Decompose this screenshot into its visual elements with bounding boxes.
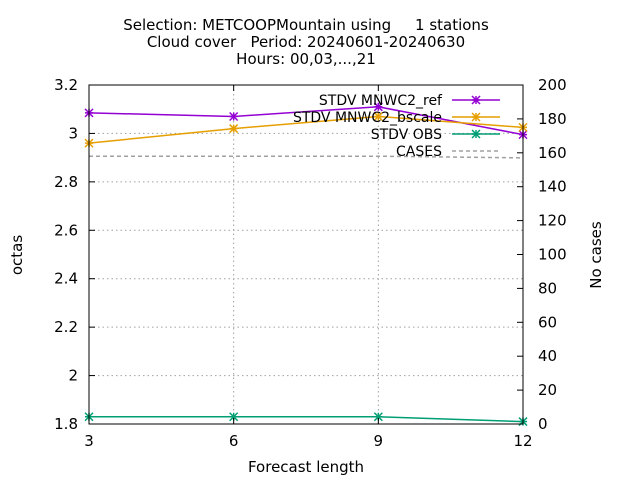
y-tick-label: 2 [68, 367, 78, 385]
y-tick-label: 3 [68, 124, 78, 142]
legend-label: STDV MNWC2_bscale [293, 110, 442, 126]
y-tick-label: 3.2 [54, 76, 78, 94]
y-tick-label: 2.2 [54, 318, 78, 336]
y-tick-label: 2.8 [54, 173, 78, 191]
x-axis-label: Forecast length [248, 458, 364, 476]
series-line [89, 415, 524, 423]
data-point [229, 124, 239, 134]
legend-label: STDV OBS [371, 127, 442, 143]
data-point [373, 102, 383, 112]
y2-tick-label: 180 [538, 110, 567, 128]
marker-stroke [373, 102, 383, 112]
y2-tick-label: 40 [538, 347, 557, 365]
series-line [88, 106, 524, 136]
x-tick-label: 3 [84, 432, 94, 450]
x-tick-label: 9 [374, 432, 384, 450]
data-point [373, 111, 383, 122]
legend-label: STDV MNWC2_ref [319, 93, 443, 109]
data-point [471, 112, 481, 122]
y-tick-label: 2.4 [54, 270, 78, 288]
marker-stroke [373, 111, 383, 122]
data-point [471, 129, 481, 139]
y2-tick-label: 0 [538, 415, 548, 433]
series-line [88, 115, 524, 144]
marker-stroke [471, 129, 481, 139]
y2-tick-label: 140 [538, 178, 567, 196]
y2-tick-label: 80 [538, 279, 557, 297]
marker-stroke [229, 111, 239, 122]
series-layer [84, 102, 528, 427]
marker-stroke [471, 95, 481, 105]
marker-stroke [229, 124, 239, 134]
grid [89, 85, 523, 424]
y2-tick-label: 60 [538, 313, 557, 331]
y2-tick-label: 100 [538, 246, 567, 264]
y-tick-label: 2.6 [54, 221, 78, 239]
y-axis-label: octas [8, 235, 26, 275]
y2-axis-label: No cases [587, 221, 605, 289]
data-point [471, 95, 481, 105]
chart-title: Selection: METCOOPMountain using 1 stati… [123, 16, 489, 68]
title-line-1: Selection: METCOOPMountain using 1 stati… [123, 16, 489, 34]
y2-tick-label: 20 [538, 381, 557, 399]
marker-stroke [471, 112, 481, 122]
data-point [373, 412, 383, 422]
title-line-2: Cloud cover Period: 20240601-20240630 [147, 33, 465, 51]
series-cases [89, 155, 524, 159]
marker-stroke [229, 412, 239, 422]
y-tick-label: 1.8 [54, 415, 78, 433]
legend-label: CASES [396, 144, 442, 160]
x-tick-label: 6 [229, 432, 239, 450]
data-point [229, 111, 239, 122]
ticks: 3 6 9 12 1.8 2 2.2 2.4 2.6 2.8 3 3.2 0 20 40 60 80 100 120… [54, 76, 567, 450]
x-tick-label: 12 [513, 432, 532, 450]
series-line [89, 155, 524, 159]
y2-tick-label: 200 [538, 76, 567, 94]
y2-tick-label: 160 [538, 144, 567, 162]
title-line-3: Hours: 00,03,...,21 [236, 50, 376, 68]
y2-tick-label: 120 [538, 212, 567, 230]
marker-stroke [373, 412, 383, 422]
